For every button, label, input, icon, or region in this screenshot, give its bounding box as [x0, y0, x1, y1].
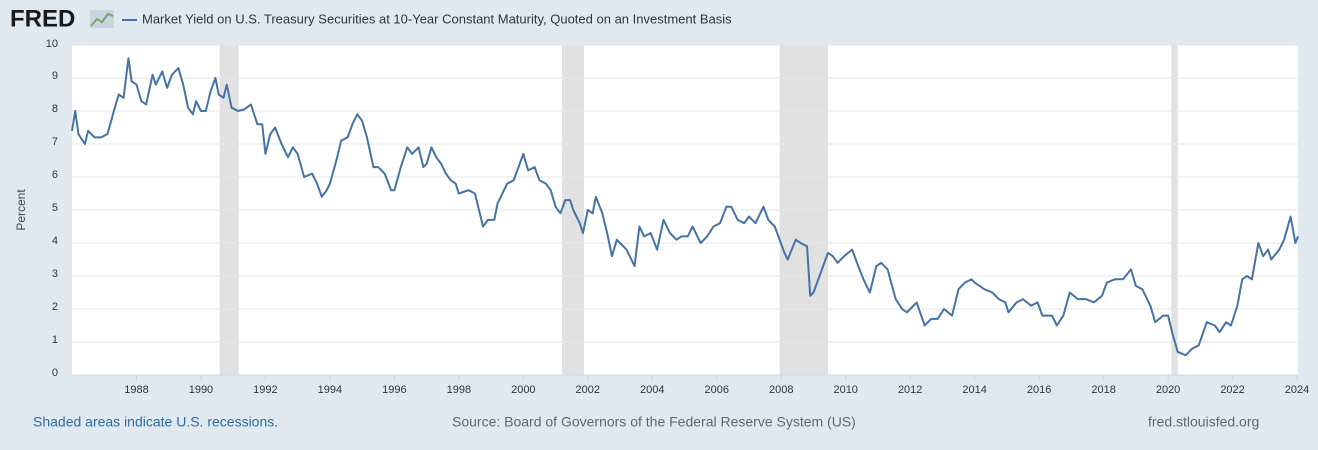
- x-tick-label: 2018: [1091, 384, 1115, 396]
- y-tick-label: 2: [52, 301, 58, 313]
- y-tick-label: 7: [52, 136, 58, 148]
- series-line: [71, 57, 1299, 357]
- y-tick-label: 8: [52, 103, 58, 115]
- y-tick-label: 9: [52, 70, 58, 82]
- legend-label: Market Yield on U.S. Treasury Securities…: [142, 11, 732, 26]
- y-tick-label: 6: [52, 169, 58, 181]
- logo: FRED: [10, 5, 75, 32]
- x-tick-label: 2024: [1285, 384, 1309, 396]
- y-tick-label: 3: [52, 268, 58, 280]
- site: fred.stlouisfed.org: [1148, 414, 1259, 430]
- y-tick-label: 0: [52, 367, 58, 379]
- plot: [71, 44, 1299, 381]
- y-axis-label: Percent: [14, 189, 28, 231]
- y-tick-label: 10: [46, 38, 58, 50]
- x-tick-label: 1994: [318, 384, 342, 396]
- x-tick-label: 1996: [382, 384, 406, 396]
- source: Source: Board of Governors of the Federa…: [452, 414, 856, 430]
- y-tick-label: 1: [52, 334, 58, 346]
- y-tick-label: 4: [52, 235, 58, 247]
- x-tick-label: 2004: [640, 384, 664, 396]
- x-tick-label: 2014: [962, 384, 986, 396]
- x-tick-label: 1998: [447, 384, 471, 396]
- x-tick-label: 2000: [511, 384, 535, 396]
- x-tick-label: 2016: [1027, 384, 1051, 396]
- x-tick-label: 2022: [1220, 384, 1244, 396]
- x-tick-label: 2012: [898, 384, 922, 396]
- x-tick-label: 1988: [124, 384, 148, 396]
- logo-icon: [90, 10, 114, 28]
- x-tick-label: 2010: [833, 384, 857, 396]
- y-tick-label: 5: [52, 202, 58, 214]
- x-tick-label: 2006: [705, 384, 729, 396]
- recession-note: Shaded areas indicate U.S. recessions.: [33, 414, 278, 430]
- x-tick-label: 2008: [769, 384, 793, 396]
- x-tick-label: 1990: [189, 384, 213, 396]
- x-tick-label: 2020: [1156, 384, 1180, 396]
- x-tick-label: 2002: [576, 384, 600, 396]
- x-tick-label: 1992: [253, 384, 277, 396]
